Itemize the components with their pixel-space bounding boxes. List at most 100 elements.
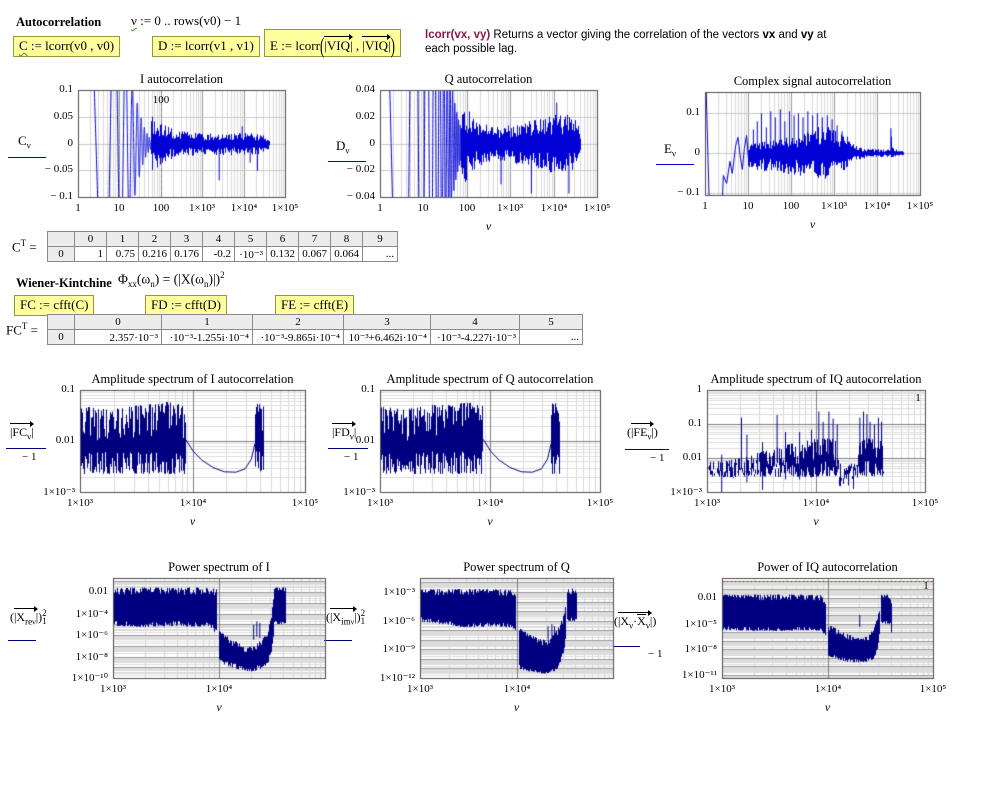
plot-a-ytick: − 0.1 xyxy=(50,190,73,202)
f-p2: ) = (|X(ω xyxy=(154,271,204,287)
plot-g-xtick: 1×10⁴ xyxy=(205,683,233,695)
xim-low: 1 xyxy=(360,616,366,626)
close-paren: ) xyxy=(390,32,395,58)
plot-i-title: Power of IQ autocorrelation xyxy=(757,560,898,574)
plot-f-xtick: 1×10³ xyxy=(693,497,720,509)
plot-i-corner-label: 1 xyxy=(923,580,929,592)
plot-i-canvas[interactable] xyxy=(719,575,936,681)
plot-f-ytick: 0.1 xyxy=(688,417,702,429)
plot-f-ytick: 0.01 xyxy=(682,451,702,463)
xconj-sub2: ν xyxy=(645,620,650,631)
f-p3: )|) xyxy=(208,271,221,287)
plot-f-xtick: 1×10⁴ xyxy=(802,497,830,509)
axis-expression-c[interactable]: Cν xyxy=(18,133,31,151)
axis-expression-xconj[interactable]: (|Xν·Xν|) xyxy=(614,609,656,631)
plot-c-title: Complex signal autocorrelation xyxy=(733,74,892,88)
plot-e-xtick: 1×10⁵ xyxy=(586,497,614,509)
plot-d-xtick: 1×10³ xyxy=(66,497,93,509)
plot-a-canvas[interactable] xyxy=(75,87,288,200)
plot-b-ytick: 0.02 xyxy=(355,110,375,122)
axis-expression-fe[interactable]: (|FEν|) xyxy=(627,420,658,442)
plot-c-xtick: 100 xyxy=(782,200,800,212)
plot-f-canvas[interactable] xyxy=(704,387,928,495)
definition-e[interactable]: E := lcorr(|VIQ| , |VIQ|) xyxy=(264,29,401,58)
plot-a-ytick: − 0.05 xyxy=(44,163,73,175)
plot-b-xtick: 1×10⁵ xyxy=(583,202,611,214)
table-value-cell: 0.067 xyxy=(298,246,331,262)
open-paren: ( xyxy=(319,32,325,58)
plot-c-xtick: 1×10⁴ xyxy=(863,200,891,212)
axis-expression-xim[interactable]: (|Ximν|) 2 1 xyxy=(326,605,366,627)
plot-c-xtick: 1 xyxy=(702,200,708,212)
table-header-cell: 1 xyxy=(106,231,139,247)
definition-d[interactable]: D := lcorr(v1 , v1) xyxy=(152,36,260,57)
plot-a-xtick: 1×10⁵ xyxy=(271,202,299,214)
xre-open: |X xyxy=(14,610,26,624)
plot-d-canvas[interactable] xyxy=(77,387,308,495)
plot-f-title: Amplitude spectrum of IQ autocorrelation xyxy=(710,372,922,386)
axis-expression-e[interactable]: Eν xyxy=(664,141,676,159)
fe-sub: ν xyxy=(647,431,652,442)
wiener-formula[interactable]: Φxx(ωn) = (|X(ωn)|)2 xyxy=(118,270,225,289)
lcorr-doc-t3: at xyxy=(813,29,827,41)
table-header-cell xyxy=(47,314,75,330)
trace-legend-line-xconj xyxy=(612,646,640,647)
plot-g-canvas[interactable] xyxy=(110,575,328,681)
f-p1: (ω xyxy=(136,271,151,287)
plot-a-xtick: 10 xyxy=(113,202,125,214)
definition-fc[interactable]: FC := cfft(C) xyxy=(14,295,95,316)
c-table-label: CT = xyxy=(12,238,37,255)
plot-c-canvas[interactable] xyxy=(702,89,923,198)
plot-h-xlabel: ν xyxy=(513,700,520,714)
fe-close: | xyxy=(651,425,654,439)
axis-expression-d[interactable]: Dν xyxy=(336,138,349,156)
xim-paren-open: ( xyxy=(326,610,330,624)
definition-fd[interactable]: FD := cfft(D) xyxy=(145,295,227,316)
table-value-cell: 10⁻³+6.462i·10⁻⁴ xyxy=(343,329,431,345)
table-header-cell: 2 xyxy=(252,314,344,330)
plot-e-canvas[interactable] xyxy=(377,387,603,495)
table-header-cell: 5 xyxy=(519,314,583,330)
plot-b-canvas[interactable] xyxy=(377,87,600,200)
var-d: D xyxy=(336,138,346,153)
plot-i-xlabel: ν xyxy=(824,700,831,714)
plot-d-xtick: 1×10⁵ xyxy=(291,497,319,509)
table-header-cell: 3 xyxy=(170,231,203,247)
plot-g-ytick: 1×10⁻⁶ xyxy=(75,629,108,641)
fc-open: |FC xyxy=(10,425,28,439)
plot-c-xtick: 10 xyxy=(742,200,754,212)
plot-h-xtick: 1×10⁴ xyxy=(503,683,531,695)
fc-close: | xyxy=(31,425,34,439)
axis-expression-fd[interactable]: |FDν| xyxy=(332,420,357,441)
c-transpose-table[interactable]: 0 1 2 3 4 5 6 7 8 9 0 1 0.75 0.216 0.176 -0.2·10⁻³ 0.132… xyxy=(47,231,398,262)
plot-e-ytick: 0.01 xyxy=(355,434,375,446)
axis-expression-fc[interactable]: |FCν| xyxy=(10,420,34,441)
definition-c[interactable]: C := lcorr(v0 , v0) xyxy=(13,36,121,57)
xim-sub2: ν xyxy=(350,617,355,627)
plot-h-ytick: 1×10⁻⁹ xyxy=(382,643,415,655)
f-sup: 2 xyxy=(220,270,225,280)
plot-i-xtick: 1×10⁴ xyxy=(814,683,842,695)
table-value-cell: 0 xyxy=(47,329,75,345)
trace-legend-line-c xyxy=(8,157,46,158)
fc-transpose-table[interactable]: 0 1 2 3 4 5 0 2.357·10⁻³ ·10⁻³-1.255i·10⁻⁴ ·10⁻³-… xyxy=(47,314,583,345)
xim-open: |X xyxy=(330,610,342,624)
lcorr-doc-vx: vx xyxy=(762,29,776,41)
plot-b-ytick: − 0.04 xyxy=(346,190,375,202)
plot-i-ytick: 1×10⁻¹¹ xyxy=(681,669,717,681)
table-header-cell: 3 xyxy=(343,314,431,330)
axis-expression-xre[interactable]: (|Xreν|) 2 1 xyxy=(10,605,47,627)
range-definition[interactable]: ν := 0 .. rows(v0) − 1 xyxy=(131,13,241,29)
plot-b-xtick: 100 xyxy=(458,202,476,214)
plot-h-canvas[interactable] xyxy=(417,575,616,681)
plot-f-xlabel: ν xyxy=(813,514,819,528)
xre-sub2: ν xyxy=(32,617,36,627)
lcorr-doc-line1[interactable]: lcorr(vx, vy) Returns a vector giving th… xyxy=(425,29,826,41)
plot-e-ytick: 1×10⁻³ xyxy=(343,486,375,498)
trace-legend-line-xim xyxy=(324,640,352,641)
plot-e-title: Amplitude spectrum of Q autocorrelation xyxy=(386,372,594,386)
var-e: E xyxy=(664,141,672,156)
plot-i-ytick: 0.01 xyxy=(697,591,717,603)
definition-fe[interactable]: FE := cfft(E) xyxy=(275,295,355,316)
definition-c-var: C xyxy=(19,38,28,53)
